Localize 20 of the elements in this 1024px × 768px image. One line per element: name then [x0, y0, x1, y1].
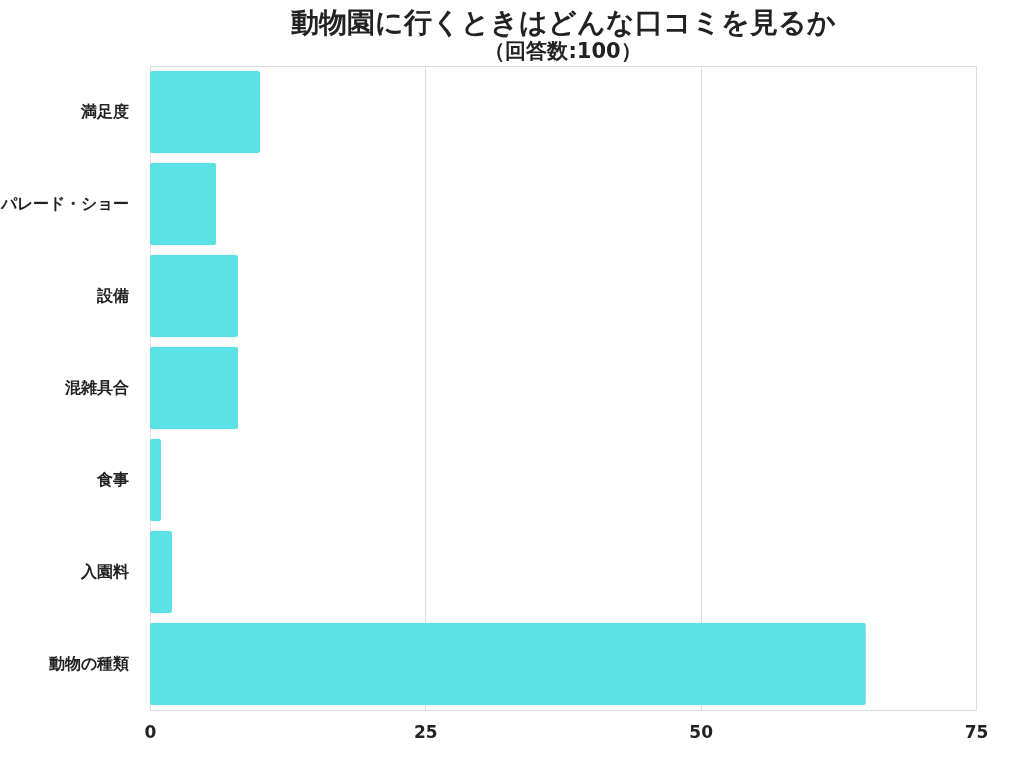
x-tick-label: 50	[689, 721, 714, 742]
x-tick-label: 25	[414, 721, 438, 742]
chart-subtitle: （回答数:100）	[484, 39, 642, 63]
bar	[150, 346, 239, 430]
y-tick-label: 混雑具合	[63, 378, 129, 397]
y-tick-label: パレード・ショー	[0, 194, 129, 213]
x-tick-label: 0	[144, 721, 157, 742]
bar	[150, 70, 261, 154]
chart-title: 動物園に行くときはどんな口コミを見るか	[289, 6, 836, 39]
y-tick-label: 設備	[95, 286, 129, 305]
y-tick-label: 食事	[95, 470, 129, 489]
bar	[150, 530, 173, 614]
bar	[150, 162, 217, 246]
y-tick-label: 満足度	[79, 102, 129, 121]
bar	[150, 622, 866, 706]
x-tick-label: 75	[964, 721, 989, 742]
y-tick-label: 動物の種類	[47, 654, 129, 673]
bar	[150, 438, 162, 522]
bar	[150, 254, 239, 338]
y-tick-label: 入園料	[79, 562, 129, 581]
